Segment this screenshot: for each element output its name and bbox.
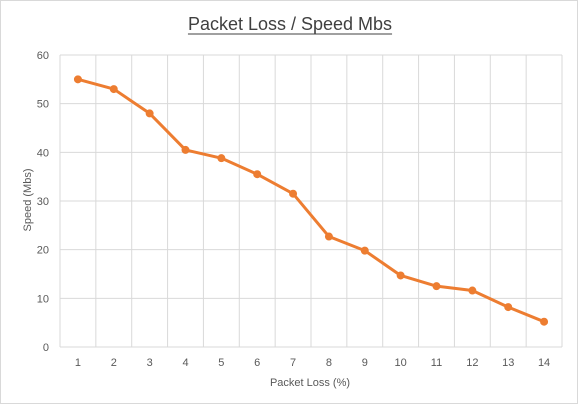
- x-tick-label: 1: [75, 357, 81, 369]
- data-point: [217, 154, 226, 163]
- x-tick-label: 13: [502, 357, 514, 369]
- x-tick-label: 11: [431, 357, 442, 369]
- x-tick-label: 9: [362, 357, 368, 369]
- x-tick-label: 8: [326, 357, 332, 369]
- x-tick-label: 4: [182, 357, 188, 369]
- chart-title: Packet Loss / Speed Mbs: [188, 14, 392, 34]
- y-tick-label: 50: [37, 99, 49, 111]
- data-point: [181, 145, 190, 154]
- data-point: [73, 75, 82, 84]
- data-point: [109, 85, 118, 94]
- x-tick-label: 14: [538, 357, 550, 369]
- data-point: [396, 271, 405, 280]
- x-tick-label: 3: [147, 357, 153, 369]
- y-tick-label: 60: [37, 50, 49, 62]
- x-axis-ticks: 1 2 3 4 5 6 7 8 9 10 11 12 13 14: [75, 357, 550, 369]
- y-tick-label: 40: [37, 147, 49, 159]
- x-tick-label: 2: [111, 357, 117, 369]
- y-tick-label: 20: [37, 245, 49, 257]
- data-point: [432, 282, 441, 291]
- y-tick-label: 30: [37, 196, 49, 208]
- x-axis-label: Packet Loss (%): [270, 377, 350, 389]
- y-tick-label: 10: [37, 293, 49, 305]
- data-point: [253, 170, 262, 179]
- data-point: [504, 303, 513, 312]
- data-point: [145, 109, 154, 118]
- y-axis-label: Speed (Mbs): [22, 169, 34, 232]
- data-point: [468, 286, 477, 295]
- data-point: [324, 232, 333, 241]
- x-tick-label: 5: [218, 357, 224, 369]
- series-line-group: [73, 75, 549, 326]
- y-tick-label: 0: [43, 342, 49, 354]
- data-point: [289, 189, 298, 198]
- x-tick-label: 7: [290, 357, 296, 369]
- data-point: [360, 246, 369, 255]
- series-line: [76, 77, 546, 324]
- x-tick-label: 12: [466, 357, 478, 369]
- gridlines: [59, 54, 563, 348]
- data-point: [540, 317, 549, 326]
- x-tick-label: 10: [395, 357, 407, 369]
- x-tick-label: 6: [254, 357, 260, 369]
- y-axis-ticks: 0 10 20 30 40 50 60: [37, 50, 49, 354]
